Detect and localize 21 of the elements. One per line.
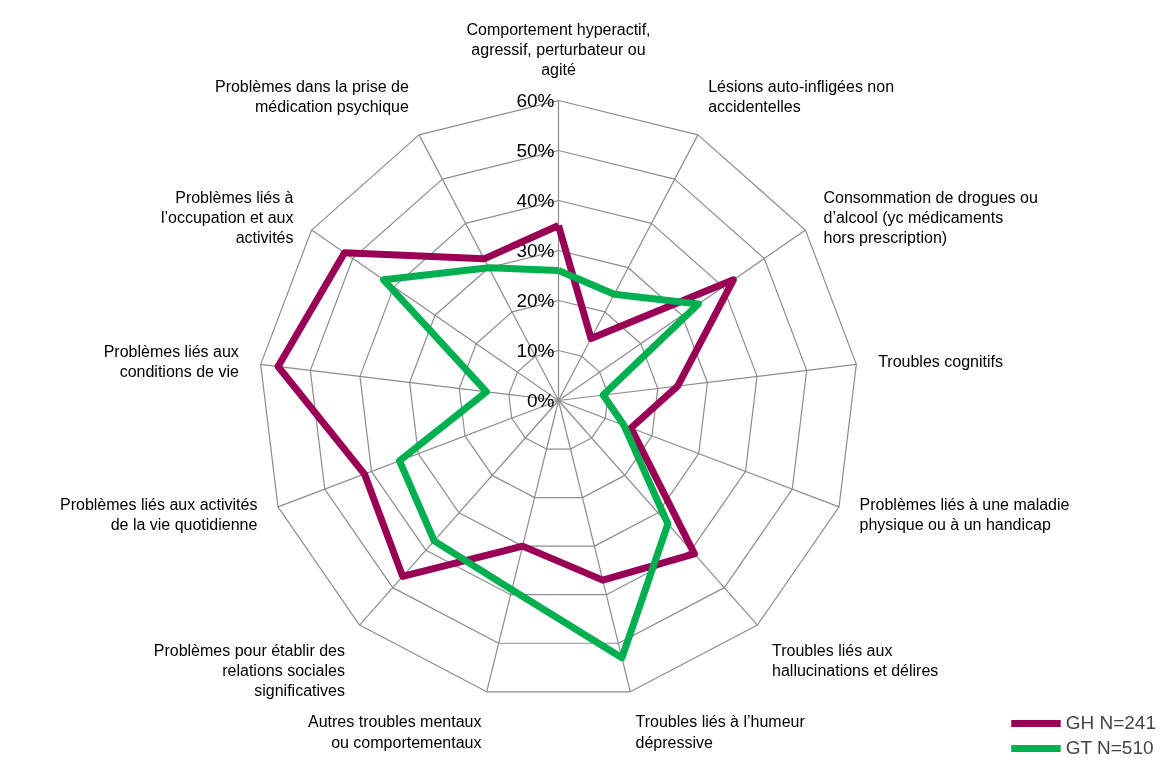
spoke-label: Comportement hyperactif, agressif, perturbateur ou agité (466, 20, 651, 79)
y-tick-label: 40% (516, 190, 555, 211)
spoke-label: Problèmes dans la prise de médication psychique (214, 77, 409, 116)
spoke-label: Problèmes liés à une maladie physique ou à un handicap (859, 495, 1070, 534)
spoke-label: Problèmes pour établir des relations sociales significatives (153, 641, 345, 700)
spoke-label: Troubles cognitifs (878, 353, 1003, 371)
y-tick-label: 10% (516, 340, 555, 361)
spoke-label: Problèmes liés aux conditions de vie (103, 342, 239, 381)
spoke-label: Problèmes liés aux activités de la vie quotidienne (60, 495, 258, 534)
spoke-label: Problèmes liés à l’occupation et aux activités (160, 188, 294, 247)
spoke-label: Consommation de drogues ou d’alcool (yc médicaments hors prescription) (823, 188, 1038, 247)
legend-label: GT N=510 (1065, 737, 1154, 759)
y-tick-label: 50% (516, 140, 555, 161)
y-tick-label: 60% (516, 90, 555, 111)
spoke-label: Autres troubles mentaux ou comportementaux (308, 713, 482, 751)
spoke-label: Troubles liés à l’humeur dépressive (635, 713, 806, 751)
spoke-label: Lésions auto-infligées non accidentelles (708, 77, 895, 116)
y-tick-label: 0% (527, 390, 555, 411)
y-tick-label: 20% (516, 290, 555, 311)
spoke-label: Troubles liés aux hallucinations et délires (772, 641, 939, 679)
legend-label: GH N=241 (1065, 712, 1156, 734)
